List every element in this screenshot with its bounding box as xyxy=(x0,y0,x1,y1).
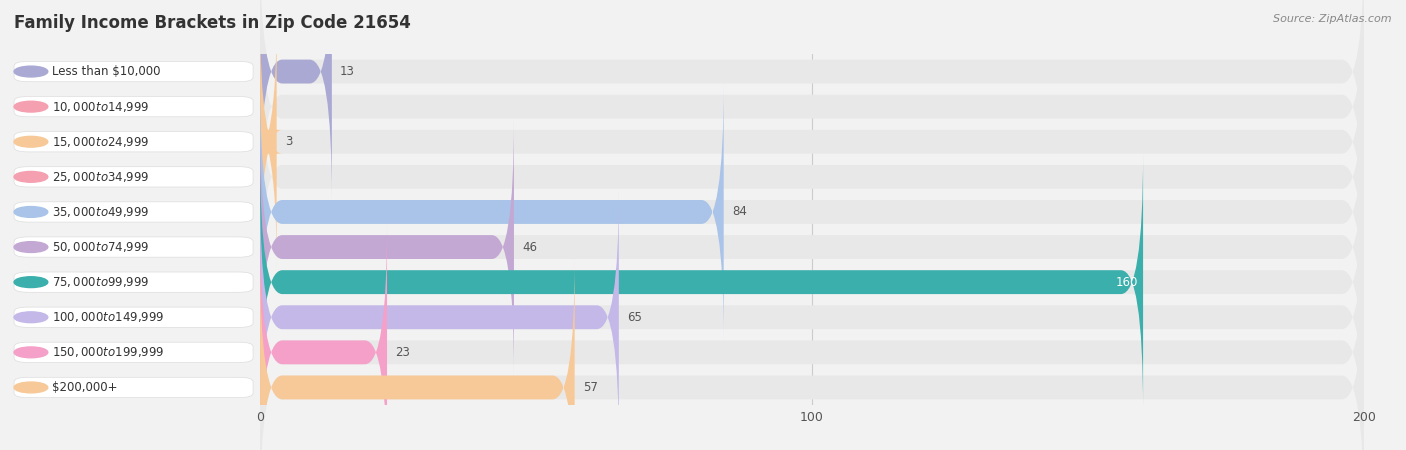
Text: $150,000 to $199,999: $150,000 to $199,999 xyxy=(52,345,165,360)
FancyBboxPatch shape xyxy=(260,49,1364,305)
FancyBboxPatch shape xyxy=(260,0,1364,200)
Text: Source: ZipAtlas.com: Source: ZipAtlas.com xyxy=(1274,14,1392,23)
Text: $25,000 to $34,999: $25,000 to $34,999 xyxy=(52,170,149,184)
FancyBboxPatch shape xyxy=(260,154,1143,410)
FancyBboxPatch shape xyxy=(260,84,1364,340)
Text: 84: 84 xyxy=(733,206,747,218)
FancyBboxPatch shape xyxy=(260,119,1364,375)
FancyBboxPatch shape xyxy=(260,224,1364,450)
Text: 3: 3 xyxy=(285,135,292,148)
Text: Family Income Brackets in Zip Code 21654: Family Income Brackets in Zip Code 21654 xyxy=(14,14,411,32)
Text: $100,000 to $149,999: $100,000 to $149,999 xyxy=(52,310,165,324)
FancyBboxPatch shape xyxy=(254,14,283,270)
Text: Less than $10,000: Less than $10,000 xyxy=(52,65,160,78)
Text: 13: 13 xyxy=(340,65,354,78)
Text: 65: 65 xyxy=(627,311,643,324)
FancyBboxPatch shape xyxy=(260,259,575,450)
FancyBboxPatch shape xyxy=(260,154,1364,410)
FancyBboxPatch shape xyxy=(260,189,1364,446)
Text: $10,000 to $14,999: $10,000 to $14,999 xyxy=(52,99,149,114)
Text: 57: 57 xyxy=(583,381,598,394)
Text: $15,000 to $24,999: $15,000 to $24,999 xyxy=(52,135,149,149)
Text: $35,000 to $49,999: $35,000 to $49,999 xyxy=(52,205,149,219)
FancyBboxPatch shape xyxy=(260,0,332,200)
FancyBboxPatch shape xyxy=(260,84,724,340)
FancyBboxPatch shape xyxy=(260,119,515,375)
FancyBboxPatch shape xyxy=(260,224,387,450)
Text: $200,000+: $200,000+ xyxy=(52,381,118,394)
FancyBboxPatch shape xyxy=(260,189,619,446)
Text: $75,000 to $99,999: $75,000 to $99,999 xyxy=(52,275,149,289)
Text: $50,000 to $74,999: $50,000 to $74,999 xyxy=(52,240,149,254)
Text: 23: 23 xyxy=(395,346,411,359)
Text: 46: 46 xyxy=(522,241,537,253)
FancyBboxPatch shape xyxy=(260,14,1364,270)
Text: 160: 160 xyxy=(1115,276,1137,288)
FancyBboxPatch shape xyxy=(260,259,1364,450)
FancyBboxPatch shape xyxy=(260,0,1364,235)
